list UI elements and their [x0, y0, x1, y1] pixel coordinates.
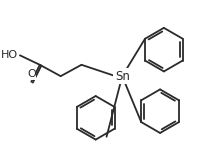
Text: Sn: Sn: [115, 70, 130, 83]
Text: O: O: [27, 69, 36, 79]
Text: HO: HO: [1, 50, 18, 60]
